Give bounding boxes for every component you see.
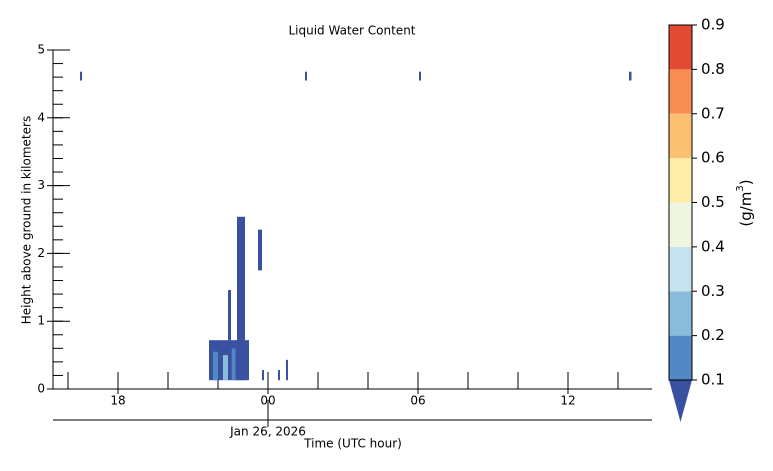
x-axis-label: Time (UTC hour) [303, 437, 402, 451]
lwc-cell [629, 71, 632, 81]
colorbar-label-sup: 3 [735, 185, 746, 191]
x-tick-label: 06 [410, 394, 425, 408]
y-tick-label: 1 [37, 314, 45, 328]
colorbar-tick-label: 0.4 [701, 237, 725, 255]
lwc-cell [278, 370, 280, 381]
lwc-cell [237, 216, 245, 381]
lwc-cell [231, 348, 236, 381]
lwc-cell [419, 71, 421, 81]
colorbar-segment [669, 69, 692, 114]
y-tick-label: 3 [37, 178, 45, 192]
lwc-cell [305, 71, 307, 81]
date-label: Jan 26, 2026 [229, 425, 306, 439]
x-tick-label: 12 [560, 394, 575, 408]
chart-title: Liquid Water Content [288, 24, 415, 38]
lwc-cell [228, 290, 231, 341]
colorbar-tick-label: 0.8 [701, 60, 725, 78]
colorbar-segment [669, 113, 692, 159]
colorbar-label: (g/m3) [735, 179, 755, 226]
x-tick-label: 18 [110, 394, 125, 408]
y-tick-label: 4 [37, 110, 45, 124]
lwc-cell [262, 370, 264, 381]
lwc-cell [80, 71, 82, 81]
y-axis-label: Height above ground in kilometers [20, 116, 34, 324]
colorbar-segment [669, 291, 692, 336]
colorbar-segment [669, 335, 692, 380]
colorbar-tick-label: 0.1 [701, 371, 725, 389]
colorbar-tick-label: 0.6 [701, 149, 725, 167]
colorbar-segment [669, 246, 692, 292]
y-tick-label: 5 [37, 43, 45, 57]
colorbar-label-base: (g/m [737, 192, 755, 227]
colorbar-tick-label: 0.9 [701, 16, 725, 34]
colorbar-extension [669, 380, 692, 422]
colorbar-tick-label: 0.5 [701, 193, 725, 211]
y-tick-label: 2 [37, 246, 45, 260]
colorbar-tick-label: 0.3 [701, 282, 725, 300]
lwc-cell [223, 355, 228, 381]
lwc-cell [213, 351, 218, 381]
colorbar-tick-label: 0.7 [701, 104, 725, 122]
lwc-cell [286, 359, 288, 381]
colorbar-segment [669, 158, 692, 203]
colorbar-segment [669, 202, 692, 247]
colorbar-label-close: ) [737, 179, 755, 185]
colorbar-segment [669, 25, 692, 70]
y-tick-label: 0 [37, 382, 45, 396]
lwc-cell [258, 229, 262, 271]
colorbar-tick-label: 0.2 [701, 326, 725, 344]
